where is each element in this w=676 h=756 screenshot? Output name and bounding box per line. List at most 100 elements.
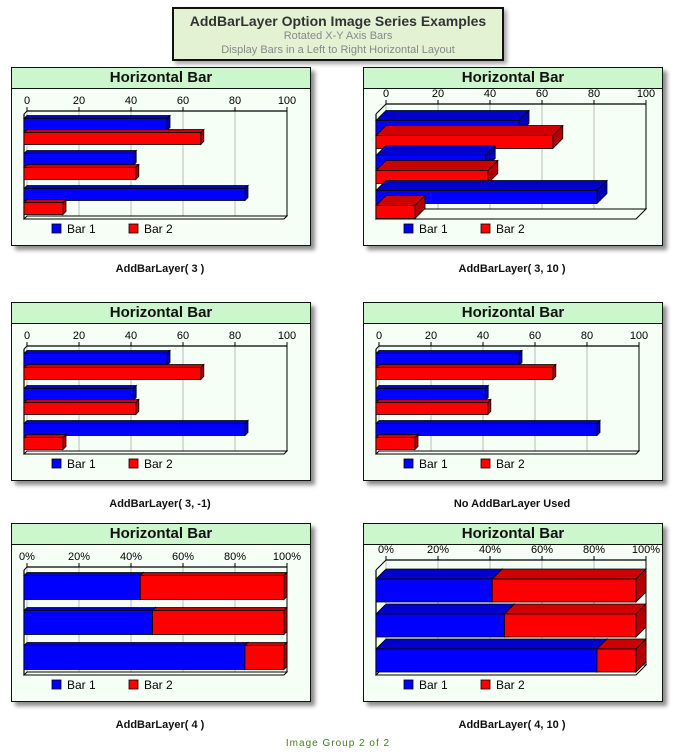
chart-panel-4: Horizontal Bar 0 20 40 60 80 100 Bar 1 Bar 2: [363, 302, 663, 481]
x-tick-label: 40: [477, 330, 489, 342]
legend-swatch: [128, 679, 139, 690]
x-tick-label: 80: [588, 89, 600, 100]
bar-series2: [23, 202, 64, 215]
x-tick-label: 80: [229, 330, 241, 342]
bar-series2-top: [375, 160, 499, 171]
bar-series2: [491, 578, 637, 603]
bar-series1: [23, 610, 153, 635]
bar-series1-side: [596, 419, 601, 437]
x-tick-label: 100: [630, 330, 648, 342]
legend-label: Bar 2: [496, 678, 525, 692]
bar-series1: [375, 353, 520, 366]
page-subtitle: Rotated X-Y Axis Bars: [283, 30, 393, 42]
bar-series2-side: [200, 128, 205, 146]
bar-series1-side: [518, 349, 523, 367]
bar-series1-top: [23, 420, 249, 424]
bar-series1-top: [23, 607, 157, 611]
bar-series2-top: [491, 568, 647, 580]
bar-series2: [23, 367, 202, 380]
bar-series1: [23, 153, 134, 166]
bar-series1-top: [375, 145, 497, 156]
legend-label: Bar 1: [419, 222, 448, 236]
plot-floor: [22, 450, 289, 455]
bar-series1-top: [375, 638, 608, 650]
bar-series2: [152, 610, 285, 635]
legend-swatch: [403, 458, 414, 469]
bar-series2: [23, 437, 64, 450]
x-tick-label: 40%: [120, 551, 142, 563]
x-tick-label: 40: [484, 89, 496, 100]
chart-svg: 0 20 40 60 80 100 Bar 1 Bar 2: [374, 330, 648, 471]
bar-series2-side: [283, 641, 288, 671]
bar-series1-top: [375, 350, 523, 354]
bar-series2: [139, 575, 285, 600]
legend-label: Bar 2: [144, 222, 173, 236]
chart-svg: 0 20 40 60 80 100 Bar 1 Bar 2: [22, 95, 296, 236]
chart-panel-6: Horizontal Bar 0% 20% 40% 60% 80% 100% Bar 1 Ba…: [363, 523, 663, 702]
x-tick-label: 100: [278, 95, 296, 107]
bar-series1: [23, 188, 246, 201]
chart-title: Horizontal Bar: [364, 303, 662, 324]
x-tick-label: 0%: [378, 545, 394, 556]
bar-series1: [23, 388, 134, 401]
bar-series2-side: [200, 363, 205, 381]
bar-series2-top: [23, 364, 205, 368]
x-tick-label: 100: [637, 89, 655, 100]
x-tick-label: 80%: [224, 551, 246, 563]
plot-floor: [374, 450, 641, 455]
chart-title: Horizontal Bar: [12, 68, 310, 89]
bar-series1-top: [375, 110, 530, 121]
bar-series2-top: [503, 603, 647, 615]
bar-series2-top: [23, 199, 67, 203]
legend-label: Bar 1: [67, 457, 96, 471]
legend-swatch: [128, 458, 139, 469]
bar-series1: [375, 423, 598, 436]
chart-panel-1: Horizontal Bar 0 20 40 60 80 100 Bar 1 Bar 2: [11, 67, 311, 246]
x-tick-label: 20: [73, 95, 85, 107]
legend-label: Bar 1: [419, 678, 448, 692]
bar-series2-top: [23, 129, 205, 133]
bar-series2-top: [375, 399, 492, 403]
bar-series1: [23, 118, 168, 131]
bar-series1-top: [23, 572, 145, 576]
page-title: AddBarLayer Option Image Series Examples: [189, 13, 487, 29]
plot-border-corner: [375, 559, 387, 571]
bar-series1: [23, 353, 168, 366]
bar-series2: [23, 402, 137, 415]
bar-series2-top: [139, 572, 288, 576]
bar-series1-top: [375, 568, 504, 580]
legend-label: Bar 2: [144, 678, 173, 692]
bar-series2-side: [283, 606, 288, 636]
plot-border-corner: [23, 345, 28, 350]
bar-series2-top: [375, 125, 564, 136]
x-tick-label: 0: [376, 330, 382, 342]
x-tick-label: 60%: [172, 551, 194, 563]
bar-series2: [375, 402, 489, 415]
plot-floor: [22, 215, 289, 220]
bar-series1: [23, 575, 141, 600]
chart-svg: 0 20 40 60 80 100 Bar 1 Bar 2: [374, 89, 655, 236]
x-tick-label: 40: [125, 330, 137, 342]
bar-series1-top: [375, 603, 516, 615]
legend-swatch: [480, 223, 491, 234]
chart-caption: AddBarLayer( 4, 10 ): [458, 719, 566, 731]
x-tick-label: 60: [536, 89, 548, 100]
bar-series2-side: [62, 198, 67, 216]
bar-series1-side: [484, 384, 489, 402]
plot-floor: [22, 671, 289, 676]
bar-series2-side: [414, 433, 419, 451]
chart-title: Horizontal Bar: [12, 303, 310, 324]
legend-swatch: [480, 679, 491, 690]
footer-text: Image Group 2 of 2: [285, 738, 391, 749]
plot-border-corner: [375, 345, 380, 350]
chart-caption: No AddBarLayer Used: [453, 498, 571, 510]
bar-series2-side: [135, 398, 140, 416]
x-tick-label: 20: [432, 89, 444, 100]
bar-series2: [23, 132, 202, 145]
x-tick-label: 60: [177, 95, 189, 107]
chart-panel-2: Horizontal Bar 0 20 40 60 80 100 Bar 1 Bar 2: [363, 67, 663, 246]
x-tick-label: 20: [425, 330, 437, 342]
bar-series1-top: [375, 420, 601, 424]
legend-swatch: [480, 458, 491, 469]
legend-label: Bar 1: [67, 222, 96, 236]
